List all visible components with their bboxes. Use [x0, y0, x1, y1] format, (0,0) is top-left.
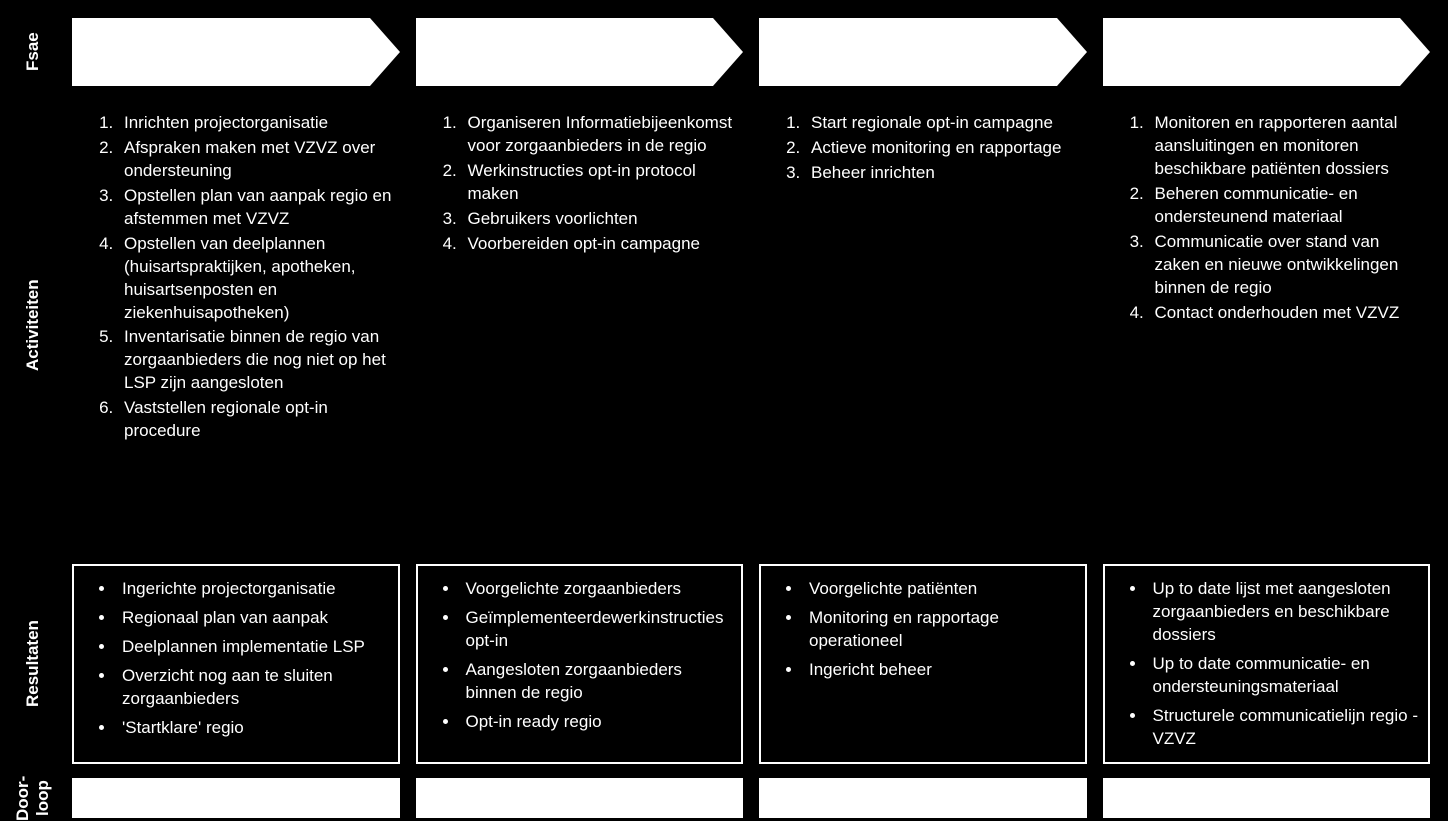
activity-item: Werkinstructies opt-in protocol maken: [462, 160, 736, 206]
result-item: Opt-in ready regio: [460, 711, 734, 734]
activities-col4: Monitoren en rapporteren aantal aansluit…: [1103, 100, 1431, 550]
doorloop-bar-2: [416, 778, 744, 818]
activity-item: Inventarisatie binnen de regio van zorga…: [118, 326, 392, 395]
result-item: 'Startklare' regio: [116, 717, 390, 740]
results-col2: Voorgelichte zorgaanbieders Geïmplemente…: [416, 564, 744, 764]
activity-item: Vaststellen regionale opt-in procedure: [118, 397, 392, 443]
phase-arrow-2: [416, 18, 714, 86]
results-col3: Voorgelichte patiënten Monitoring en rap…: [759, 564, 1087, 764]
doorloop-bar-3: [759, 778, 1087, 818]
result-item: Regionaal plan van aanpak: [116, 607, 390, 630]
activity-item: Organiseren Informatiebijeenkomst voor z…: [462, 112, 736, 158]
activity-item: Contact onderhouden met VZVZ: [1149, 302, 1423, 325]
activity-item: Gebruikers voorlichten: [462, 208, 736, 231]
result-item: Up to date lijst met aangesloten zorgaan…: [1147, 578, 1421, 647]
results-col4: Up to date lijst met aangesloten zorgaan…: [1103, 564, 1431, 764]
activity-item: Inrichten projectorganisatie: [118, 112, 392, 135]
result-item: Geïmplementeerdewerkinstructies opt-in: [460, 607, 734, 653]
activities-col1: Inrichten projectorganisatie Afspraken m…: [72, 100, 400, 550]
activity-item: Opstellen plan van aanpak regio en afste…: [118, 185, 392, 231]
result-item: Voorgelichte patiënten: [803, 578, 1077, 601]
row-label-fsae: Fsae: [6, 18, 56, 86]
row-label-doorloop: Door- loop: [6, 778, 56, 818]
row-label-activiteiten: Activiteiten: [6, 100, 56, 550]
doorloop-bar-4: [1103, 778, 1431, 818]
result-item: Voorgelichte zorgaanbieders: [460, 578, 734, 601]
result-item: Structurele communicatielijn regio - VZV…: [1147, 705, 1421, 751]
results-col1: Ingerichte projectorganisatie Regionaal …: [72, 564, 400, 764]
activity-item: Afspraken maken met VZVZ over ondersteun…: [118, 137, 392, 183]
phase-arrow-3: [759, 18, 1057, 86]
result-item: Ingericht beheer: [803, 659, 1077, 682]
phase-arrow-1: [72, 18, 370, 86]
phase-arrow-4: [1103, 18, 1401, 86]
activity-item: Beheer inrichten: [805, 162, 1079, 185]
activities-col3: Start regionale opt-in campagne Actieve …: [759, 100, 1087, 550]
activity-item: Opstellen van deelplannen (huisartsprakt…: [118, 233, 392, 325]
result-item: Up to date communicatie- en ondersteunin…: [1147, 653, 1421, 699]
result-item: Monitoring en rapportage operationeel: [803, 607, 1077, 653]
activity-item: Beheren communicatie- en ondersteunend m…: [1149, 183, 1423, 229]
result-item: Overzicht nog aan te sluiten zorgaanbied…: [116, 665, 390, 711]
activity-item: Voorbereiden opt-in campagne: [462, 233, 736, 256]
activity-item: Start regionale opt-in campagne: [805, 112, 1079, 135]
result-item: Aangesloten zorgaanbieders binnen de reg…: [460, 659, 734, 705]
activities-col2: Organiseren Informatiebijeenkomst voor z…: [416, 100, 744, 550]
result-item: Ingerichte projectorganisatie: [116, 578, 390, 601]
grid-container: Fsae Activiteiten Inrichten projectorgan…: [0, 0, 1448, 807]
result-item: Deelplannen implementatie LSP: [116, 636, 390, 659]
activity-item: Actieve monitoring en rapportage: [805, 137, 1079, 160]
activity-item: Monitoren en rapporteren aantal aansluit…: [1149, 112, 1423, 181]
activity-item: Communicatie over stand van zaken en nie…: [1149, 231, 1423, 300]
row-label-resultaten: Resultaten: [6, 564, 56, 764]
doorloop-bar-1: [72, 778, 400, 818]
